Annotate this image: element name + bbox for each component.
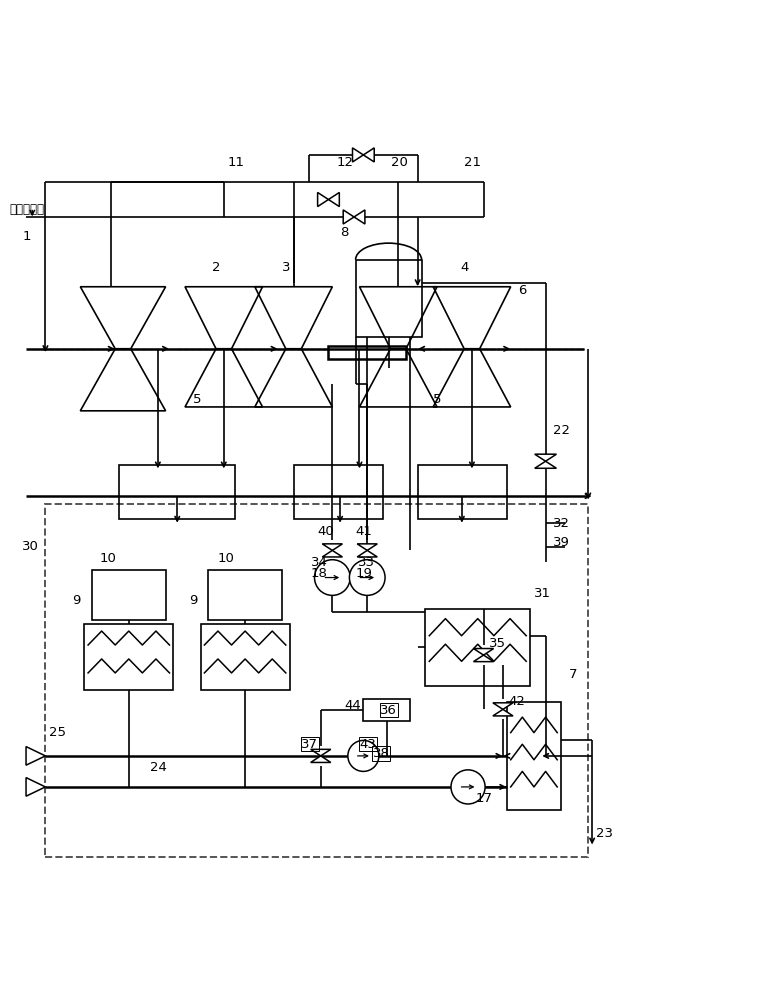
Polygon shape xyxy=(323,550,342,557)
Text: 7: 7 xyxy=(569,668,577,681)
Text: 42: 42 xyxy=(508,695,526,708)
Text: 6: 6 xyxy=(519,284,527,297)
Polygon shape xyxy=(535,454,556,461)
Text: 11: 11 xyxy=(227,156,244,169)
Text: 25: 25 xyxy=(49,726,66,739)
Bar xyxy=(426,609,530,686)
Text: 30: 30 xyxy=(22,540,39,553)
Polygon shape xyxy=(311,756,331,762)
Text: 10: 10 xyxy=(100,552,116,565)
Text: 44: 44 xyxy=(344,699,361,712)
Text: 17: 17 xyxy=(476,792,493,805)
Text: 35: 35 xyxy=(489,637,506,650)
Polygon shape xyxy=(493,709,513,716)
Bar xyxy=(418,465,507,519)
Polygon shape xyxy=(343,210,354,224)
Text: 32: 32 xyxy=(554,517,570,530)
Polygon shape xyxy=(357,550,377,557)
Bar xyxy=(84,624,173,690)
Polygon shape xyxy=(357,544,377,550)
Text: 18: 18 xyxy=(311,567,327,580)
Text: 31: 31 xyxy=(534,587,551,600)
Text: 34: 34 xyxy=(311,556,327,569)
Text: 39: 39 xyxy=(554,536,570,549)
Text: 3: 3 xyxy=(282,261,291,274)
Bar xyxy=(363,699,410,721)
Bar xyxy=(507,702,561,810)
Text: 21: 21 xyxy=(464,156,481,169)
Text: 2: 2 xyxy=(212,261,221,274)
Polygon shape xyxy=(473,655,494,662)
Text: 40: 40 xyxy=(318,525,334,538)
Text: 23: 23 xyxy=(596,827,613,840)
Bar xyxy=(201,624,290,690)
Circle shape xyxy=(348,740,379,771)
Polygon shape xyxy=(354,210,365,224)
Circle shape xyxy=(451,770,485,804)
Text: 22: 22 xyxy=(554,424,570,437)
Polygon shape xyxy=(311,749,331,756)
Polygon shape xyxy=(493,703,513,709)
Circle shape xyxy=(315,560,350,595)
Bar xyxy=(92,570,166,620)
Text: 37: 37 xyxy=(301,738,319,751)
Bar xyxy=(355,260,422,337)
Bar xyxy=(119,465,235,519)
Text: 5: 5 xyxy=(433,393,441,406)
Text: 8: 8 xyxy=(340,226,348,239)
Polygon shape xyxy=(352,148,363,162)
Text: 4: 4 xyxy=(460,261,469,274)
Polygon shape xyxy=(318,192,329,207)
Text: 9: 9 xyxy=(189,594,198,607)
Text: 9: 9 xyxy=(73,594,81,607)
Text: 10: 10 xyxy=(218,552,234,565)
Bar xyxy=(294,465,383,519)
Circle shape xyxy=(349,560,385,595)
Polygon shape xyxy=(323,544,342,550)
Text: 33: 33 xyxy=(358,556,375,569)
Polygon shape xyxy=(473,649,494,655)
Bar xyxy=(45,504,588,857)
Text: 36: 36 xyxy=(380,704,398,717)
Text: 1: 1 xyxy=(22,230,30,243)
Text: 5: 5 xyxy=(193,393,201,406)
Text: 高压缸排汽: 高压缸排汽 xyxy=(9,203,44,216)
Bar xyxy=(329,346,406,359)
Polygon shape xyxy=(535,461,556,468)
Polygon shape xyxy=(363,148,374,162)
Text: 24: 24 xyxy=(150,761,167,774)
Text: 41: 41 xyxy=(355,525,373,538)
Text: 38: 38 xyxy=(373,747,390,760)
Polygon shape xyxy=(329,192,339,207)
Text: 43: 43 xyxy=(359,738,376,751)
Bar xyxy=(209,570,282,620)
Text: 19: 19 xyxy=(355,567,373,580)
Text: 12: 12 xyxy=(336,156,353,169)
Text: 20: 20 xyxy=(390,156,408,169)
